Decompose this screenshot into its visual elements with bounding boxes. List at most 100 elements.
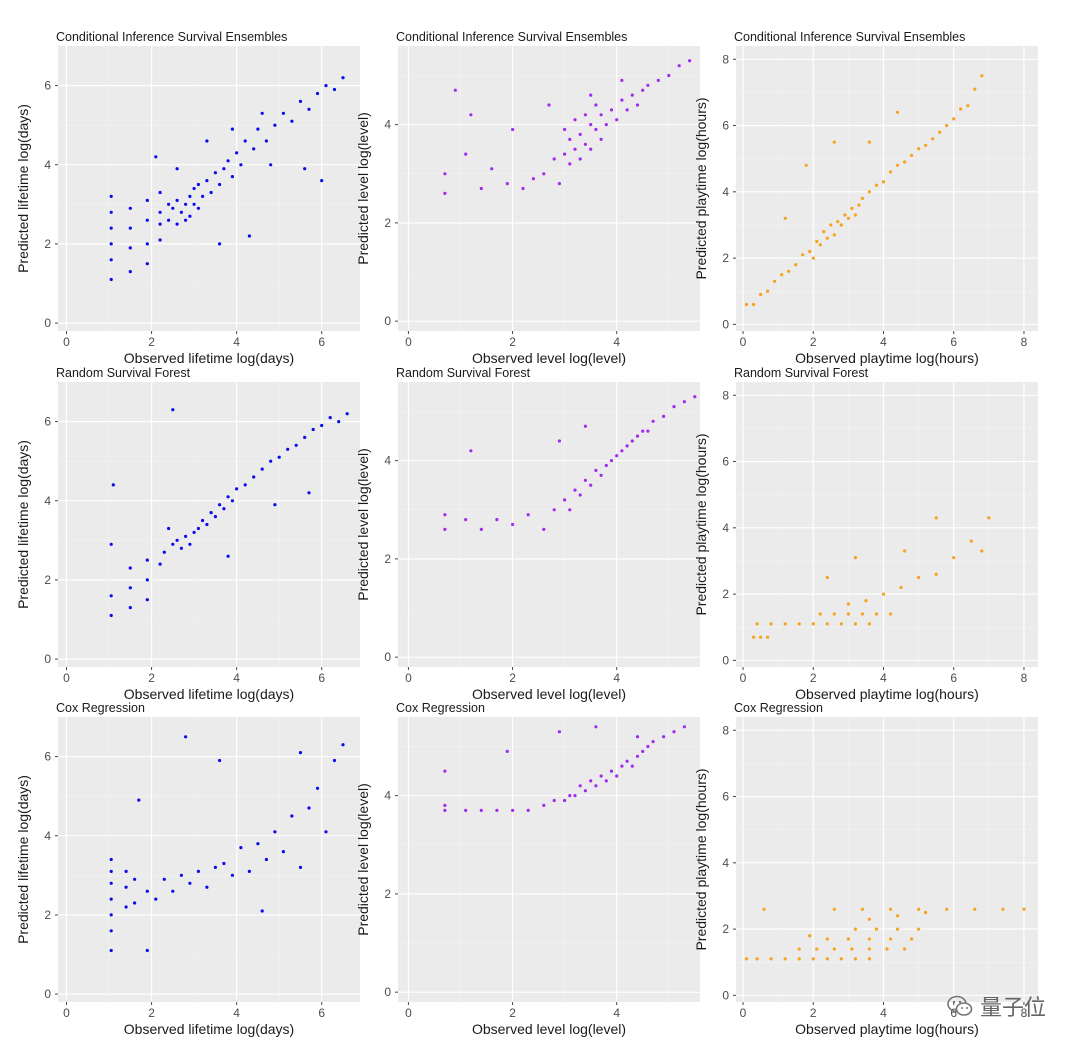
plot-panel — [736, 717, 1038, 1002]
data-point — [281, 850, 285, 854]
y-axis-label: Predicted lifetime log(days) — [15, 104, 31, 273]
data-point — [839, 622, 843, 626]
data-point — [874, 927, 879, 931]
data-point — [167, 218, 171, 222]
data-point — [682, 400, 687, 404]
y-tick-label: 6 — [722, 455, 729, 469]
x-axis-label: Observed lifetime log(days) — [124, 1021, 294, 1037]
data-point — [846, 612, 851, 616]
data-point — [145, 578, 149, 582]
data-point — [109, 897, 113, 901]
data-point — [945, 123, 949, 128]
data-point — [888, 907, 893, 911]
x-tick-label: 0 — [740, 1006, 747, 1020]
x-tick-label: 4 — [880, 671, 887, 685]
data-point — [846, 216, 851, 220]
data-point — [568, 508, 572, 512]
data-point — [184, 534, 188, 539]
data-point — [179, 210, 183, 214]
y-tick-label: 8 — [722, 723, 729, 737]
data-point — [192, 530, 196, 535]
data-point — [128, 566, 132, 570]
data-point — [641, 429, 645, 433]
plot-panel — [58, 382, 360, 667]
data-point — [867, 622, 872, 626]
data-point — [328, 416, 332, 420]
x-axis-label: Observed level log(level) — [472, 1021, 626, 1037]
y-tick-label: 0 — [44, 316, 51, 330]
data-point — [294, 443, 298, 447]
data-point — [196, 206, 200, 210]
data-point — [542, 803, 546, 808]
data-point — [646, 429, 650, 433]
data-point — [145, 598, 149, 602]
data-point — [797, 957, 801, 961]
data-point — [184, 735, 188, 739]
data-point — [332, 758, 337, 763]
data-point — [895, 163, 900, 167]
data-point — [109, 242, 113, 246]
data-point — [578, 132, 582, 136]
data-point — [218, 182, 222, 187]
data-point — [479, 527, 483, 532]
x-tick-label: 6 — [318, 671, 325, 685]
data-point — [594, 127, 598, 132]
data-point — [128, 246, 132, 250]
data-point — [688, 59, 692, 63]
data-point — [980, 74, 984, 78]
x-tick-label: 8 — [1021, 1006, 1028, 1020]
data-point — [109, 913, 113, 917]
y-tick-label: 4 — [384, 454, 391, 468]
data-point — [563, 498, 567, 502]
data-point — [109, 594, 113, 598]
chart-3: 0 2 4 6 0 2 4 6 Random Survival Forest Observed l… — [15, 366, 360, 702]
data-point — [839, 957, 843, 961]
chart-title: Cox Regression — [734, 701, 823, 715]
data-point — [303, 435, 307, 439]
chart-title: Conditional Inference Survival Ensembles — [734, 30, 965, 44]
y-tick-label: 6 — [44, 750, 51, 764]
data-point — [109, 929, 113, 933]
data-point — [662, 735, 666, 739]
data-point — [589, 123, 593, 127]
x-axis-label: Observed playtime log(hours) — [795, 686, 979, 702]
y-tick-label: 4 — [722, 521, 729, 535]
chart-title: Random Survival Forest — [396, 366, 531, 380]
data-point — [594, 784, 598, 788]
chart-1: 0 2 4 0 2 4 Conditional Inference Survival Ens… — [355, 30, 700, 366]
data-point — [269, 459, 273, 463]
data-point — [505, 182, 509, 186]
data-point — [443, 191, 447, 195]
data-point — [286, 447, 290, 451]
wechat-icon — [947, 995, 973, 1016]
y-axis-label: Predicted playtime log(hours) — [693, 768, 709, 950]
data-point — [256, 127, 260, 131]
y-tick-label: 2 — [722, 922, 729, 936]
data-point — [315, 91, 320, 96]
data-point — [794, 263, 798, 267]
data-point — [184, 202, 188, 206]
x-tick-label: 4 — [613, 671, 620, 685]
data-point — [832, 140, 836, 144]
chart-title: Cox Regression — [56, 701, 145, 715]
data-point — [109, 210, 113, 214]
data-point — [226, 495, 230, 499]
data-point — [179, 546, 183, 550]
data-point — [625, 759, 629, 763]
y-tick-label: 2 — [722, 587, 729, 601]
data-point — [589, 147, 593, 151]
x-tick-label: 2 — [509, 671, 516, 685]
x-tick-label: 2 — [148, 671, 155, 685]
data-point — [769, 957, 773, 961]
data-point — [899, 585, 903, 590]
data-point — [825, 937, 829, 941]
data-point — [630, 93, 634, 97]
data-point — [109, 948, 113, 953]
data-point — [247, 234, 251, 238]
data-point — [615, 118, 619, 122]
data-point — [594, 725, 598, 729]
data-point — [479, 808, 483, 813]
data-point — [755, 957, 759, 961]
data-point — [895, 110, 900, 114]
series-points — [109, 408, 349, 618]
